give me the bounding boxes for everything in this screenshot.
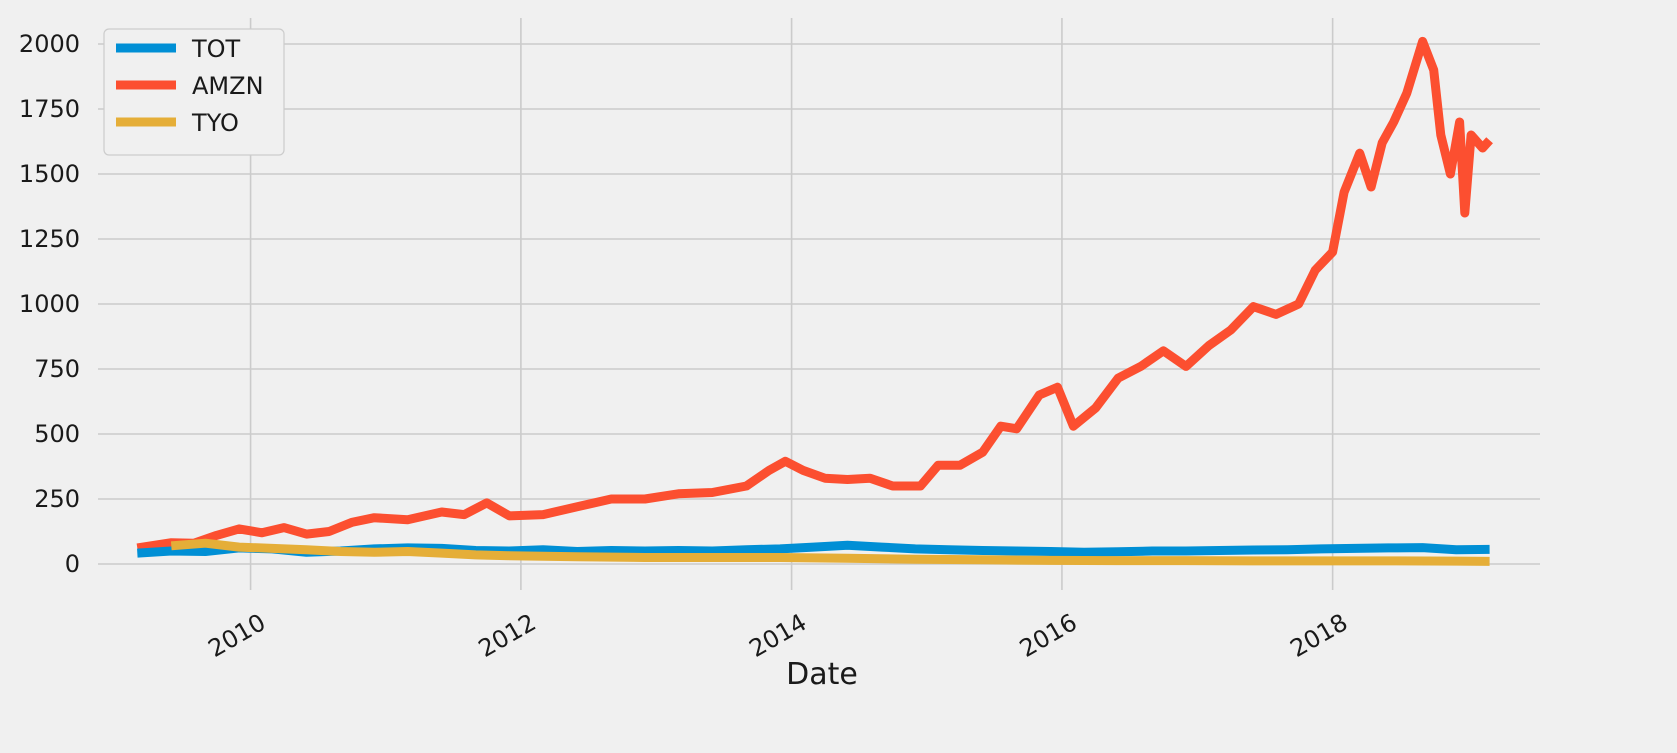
grid [98, 18, 1540, 590]
legend-label-tot: TOT [191, 35, 241, 63]
y-tick-label: 1250 [19, 225, 80, 253]
y-tick-label: 750 [34, 355, 80, 383]
legend-label-tyo: TYO [191, 109, 239, 137]
y-tick-label: 250 [34, 485, 80, 513]
x-axis-label: Date [786, 657, 858, 692]
y-tick-label: 1750 [19, 95, 80, 123]
series-lines [136, 36, 1493, 566]
series-line-tyo [170, 538, 1490, 566]
y-tick-label: 2000 [19, 30, 80, 58]
y-tick-label: 1000 [19, 290, 80, 318]
y-tick-label: 500 [34, 420, 80, 448]
series-line-amzn [136, 36, 1493, 553]
y-tick-label: 1500 [19, 160, 80, 188]
legend: TOT AMZN TYO [103, 28, 285, 156]
legend-label-amzn: AMZN [192, 72, 264, 100]
y-tick-label: 0 [65, 550, 80, 578]
y-axis-ticks: 0 250 500 750 1000 1250 1500 1750 2000 [19, 30, 80, 578]
